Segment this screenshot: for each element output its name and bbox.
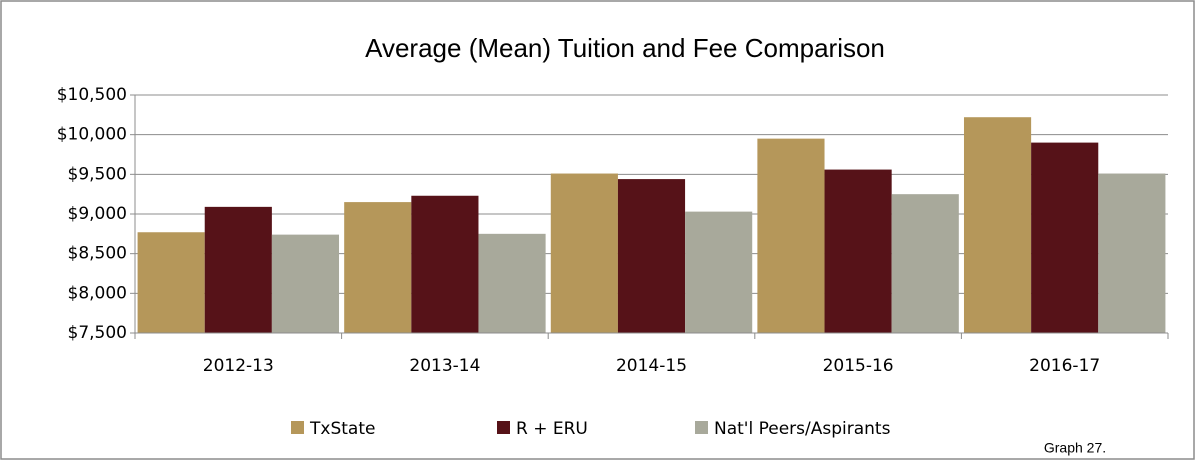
legend-label: TxState — [309, 419, 375, 439]
x-tick-label: 2015-16 — [823, 356, 894, 376]
y-tick-label: $8,000 — [68, 283, 127, 303]
bar — [1098, 173, 1166, 333]
legend-swatch — [695, 421, 708, 434]
y-tick-label: $9,500 — [68, 164, 127, 184]
bar — [685, 211, 753, 333]
bar — [344, 202, 412, 333]
y-tick-label: $8,500 — [68, 244, 127, 264]
bar — [411, 195, 479, 333]
bar — [137, 232, 205, 333]
chart-title: Average (Mean) Tuition and Fee Compariso… — [365, 33, 885, 63]
annotation: Graph 27. — [1044, 440, 1106, 456]
bar — [757, 138, 825, 333]
y-tick-label: $9,000 — [68, 204, 127, 224]
x-tick-label: 2014-15 — [616, 356, 687, 376]
legend-label: Nat'l Peers/Aspirants — [714, 419, 891, 439]
bar — [891, 194, 959, 333]
x-tick-label: 2016-17 — [1029, 356, 1100, 376]
legend-label: R + ERU — [516, 419, 588, 439]
bar — [617, 179, 686, 333]
bar — [204, 206, 272, 333]
bar — [963, 117, 1032, 333]
legend-swatch — [291, 421, 304, 434]
x-tick-label: 2013-14 — [409, 356, 480, 376]
bar — [824, 169, 892, 333]
bar — [271, 234, 340, 333]
y-tick-label: $7,500 — [68, 323, 127, 343]
y-tick-label: $10,500 — [57, 85, 127, 105]
x-tick-label: 2012-13 — [203, 356, 274, 376]
bar — [550, 173, 618, 333]
bar — [1031, 142, 1099, 333]
bar — [478, 233, 546, 333]
legend-swatch — [497, 421, 510, 434]
y-tick-label: $10,000 — [57, 125, 127, 145]
